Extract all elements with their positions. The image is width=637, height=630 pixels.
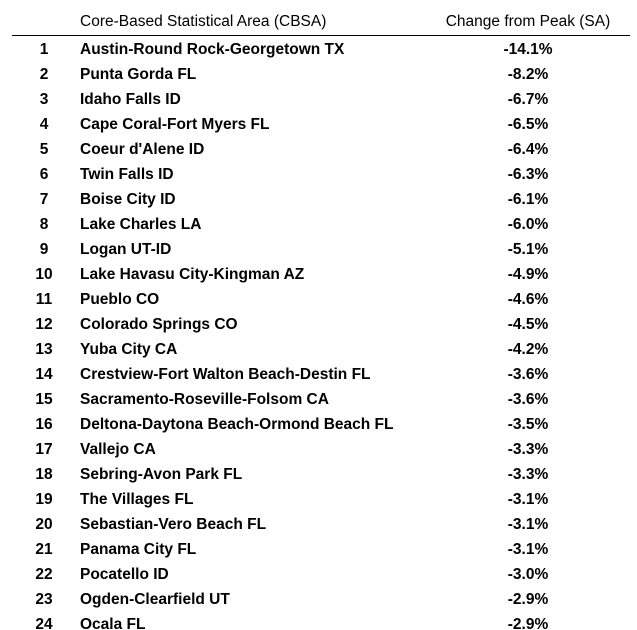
column-header: Core-Based Statistical Area (CBSA) bbox=[80, 13, 327, 30]
row-rank: 15 bbox=[35, 391, 53, 408]
row-name: Cape Coral-Fort Myers FL bbox=[80, 116, 270, 133]
row-rank: 2 bbox=[39, 66, 49, 83]
row-name: Twin Falls ID bbox=[80, 166, 174, 183]
row-value: -3.6% bbox=[507, 366, 549, 383]
row-name: Pueblo CO bbox=[80, 291, 160, 308]
row-value: -2.9% bbox=[507, 591, 549, 608]
row-rank: 1 bbox=[39, 41, 49, 58]
row-name: Ogden-Clearfield UT bbox=[80, 591, 230, 608]
row-value: -6.1% bbox=[507, 191, 549, 208]
row-value: -6.3% bbox=[507, 166, 549, 183]
row-rank: 3 bbox=[39, 91, 49, 108]
row-value: -4.5% bbox=[507, 316, 549, 333]
row-value: -3.5% bbox=[507, 416, 549, 433]
row-value: -3.6% bbox=[507, 391, 549, 408]
header-rule bbox=[12, 35, 630, 36]
row-name: The Villages FL bbox=[80, 491, 194, 508]
row-name: Punta Gorda FL bbox=[80, 66, 197, 83]
row-rank: 10 bbox=[35, 266, 53, 283]
row-name: Lake Charles LA bbox=[80, 216, 202, 233]
row-name: Sacramento-Roseville-Folsom CA bbox=[80, 391, 329, 408]
row-value: -6.0% bbox=[507, 216, 549, 233]
row-name: Coeur d'Alene ID bbox=[80, 141, 205, 158]
row-rank: 12 bbox=[35, 316, 53, 333]
row-value: -6.7% bbox=[507, 91, 549, 108]
row-rank: 11 bbox=[35, 291, 53, 308]
row-value: -2.9% bbox=[507, 616, 549, 630]
row-value: -4.6% bbox=[507, 291, 549, 308]
row-name: Boise City ID bbox=[80, 191, 176, 208]
row-rank: 18 bbox=[35, 466, 53, 483]
row-name: Lake Havasu City-Kingman AZ bbox=[80, 266, 305, 283]
row-rank: 6 bbox=[39, 166, 49, 183]
row-name: Austin-Round Rock-Georgetown TX bbox=[80, 41, 345, 58]
row-value: -3.3% bbox=[507, 441, 549, 458]
row-rank: 21 bbox=[35, 541, 53, 558]
row-rank: 7 bbox=[39, 191, 49, 208]
row-value: -5.1% bbox=[507, 241, 549, 258]
row-rank: 24 bbox=[35, 616, 53, 630]
row-rank: 5 bbox=[39, 141, 49, 158]
row-name: Yuba City CA bbox=[80, 341, 178, 358]
row-value: -14.1% bbox=[503, 41, 553, 58]
row-value: -6.4% bbox=[507, 141, 549, 158]
row-name: Sebring-Avon Park FL bbox=[80, 466, 243, 483]
row-rank: 4 bbox=[39, 116, 49, 133]
row-value: -3.1% bbox=[507, 541, 549, 558]
row-rank: 16 bbox=[35, 416, 53, 433]
row-rank: 23 bbox=[35, 591, 53, 608]
row-name: Deltona-Daytona Beach-Ormond Beach FL bbox=[80, 416, 394, 433]
row-value: -6.5% bbox=[507, 116, 549, 133]
row-rank: 8 bbox=[39, 216, 49, 233]
column-header: Change from Peak (SA) bbox=[445, 13, 611, 30]
row-rank: 9 bbox=[39, 241, 49, 258]
row-rank: 20 bbox=[35, 516, 53, 533]
row-name: Ocala FL bbox=[80, 616, 146, 630]
row-name: Idaho Falls ID bbox=[80, 91, 181, 108]
row-value: -3.1% bbox=[507, 516, 549, 533]
row-name: Vallejo CA bbox=[80, 441, 156, 458]
row-value: -4.2% bbox=[507, 341, 549, 358]
row-value: -3.0% bbox=[507, 566, 549, 583]
row-rank: 13 bbox=[35, 341, 53, 358]
row-value: -8.2% bbox=[507, 66, 549, 83]
row-rank: 17 bbox=[35, 441, 53, 458]
row-rank: 22 bbox=[35, 566, 53, 583]
row-value: -3.1% bbox=[507, 491, 549, 508]
row-name: Crestview-Fort Walton Beach-Destin FL bbox=[80, 366, 371, 383]
row-rank: 14 bbox=[35, 366, 53, 383]
row-name: Sebastian-Vero Beach FL bbox=[80, 516, 267, 533]
row-name: Colorado Springs CO bbox=[80, 316, 238, 333]
row-name: Panama City FL bbox=[80, 541, 197, 558]
row-rank: 19 bbox=[35, 491, 53, 508]
row-value: -4.9% bbox=[507, 266, 549, 283]
row-name: Logan UT-ID bbox=[80, 241, 172, 258]
row-name: Pocatello ID bbox=[80, 566, 169, 583]
row-value: -3.3% bbox=[507, 466, 549, 483]
